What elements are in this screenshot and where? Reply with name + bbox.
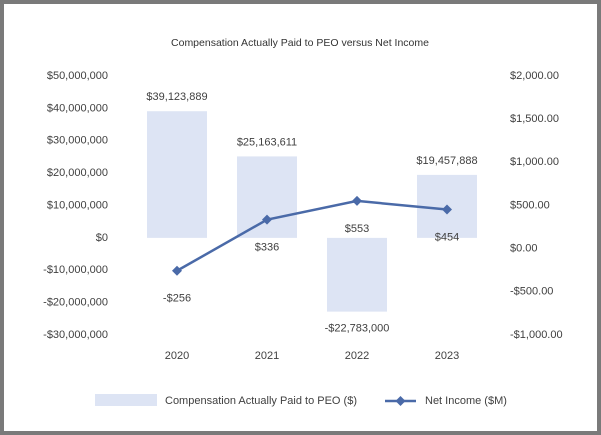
data-label: $454 <box>435 231 459 243</box>
data-label: $19,457,888 <box>416 155 477 167</box>
bar <box>237 156 297 238</box>
y-tick-label: $50,000,000 <box>47 70 108 82</box>
y2-tick-label: -$1,000.00 <box>510 329 563 341</box>
line-marker <box>442 204 452 215</box>
y-tick-label: $40,000,000 <box>47 102 108 114</box>
y-tick-label: -$10,000,000 <box>43 264 108 276</box>
line-marker <box>172 265 182 276</box>
y-tick-label: $0 <box>96 232 108 244</box>
x-tick-label: 2022 <box>345 350 369 362</box>
y2-tick-label: $0.00 <box>510 243 538 255</box>
y2-tick-label: $2,000.00 <box>510 70 559 82</box>
line-marker <box>262 214 272 225</box>
data-label: $25,163,611 <box>237 136 297 148</box>
chart-title: Compensation Actually Paid to PEO versus… <box>171 37 429 49</box>
legend-swatch <box>95 394 157 406</box>
y2-tick-label: $1,000.00 <box>510 156 559 168</box>
legend-label: Compensation Actually Paid to PEO ($) <box>165 395 357 407</box>
legend-marker <box>395 396 406 406</box>
x-tick-label: 2023 <box>435 350 459 362</box>
y2-tick-label: $1,500.00 <box>510 113 559 125</box>
chart: Compensation Actually Paid to PEO versus… <box>43 37 563 407</box>
bar <box>147 111 207 238</box>
x-tick-label: 2021 <box>255 350 279 362</box>
y2-tick-label: $500.00 <box>510 199 550 211</box>
y-tick-label: -$20,000,000 <box>43 297 108 309</box>
y-tick-label: $30,000,000 <box>47 135 108 147</box>
y2-tick-label: -$500.00 <box>510 286 553 298</box>
line-marker <box>352 195 362 206</box>
data-label: $336 <box>255 242 279 254</box>
data-label: $39,123,889 <box>146 91 207 103</box>
data-label: $553 <box>345 223 369 235</box>
data-label: -$22,783,000 <box>325 323 390 335</box>
line <box>176 199 448 272</box>
y-tick-label: $20,000,000 <box>47 167 108 179</box>
bar <box>327 237 387 312</box>
data-label: -$256 <box>163 293 191 305</box>
x-tick-label: 2020 <box>165 350 189 362</box>
y-tick-label: -$30,000,000 <box>43 329 108 341</box>
legend-label: Net Income ($M) <box>425 395 507 407</box>
y-tick-label: $10,000,000 <box>47 199 108 211</box>
